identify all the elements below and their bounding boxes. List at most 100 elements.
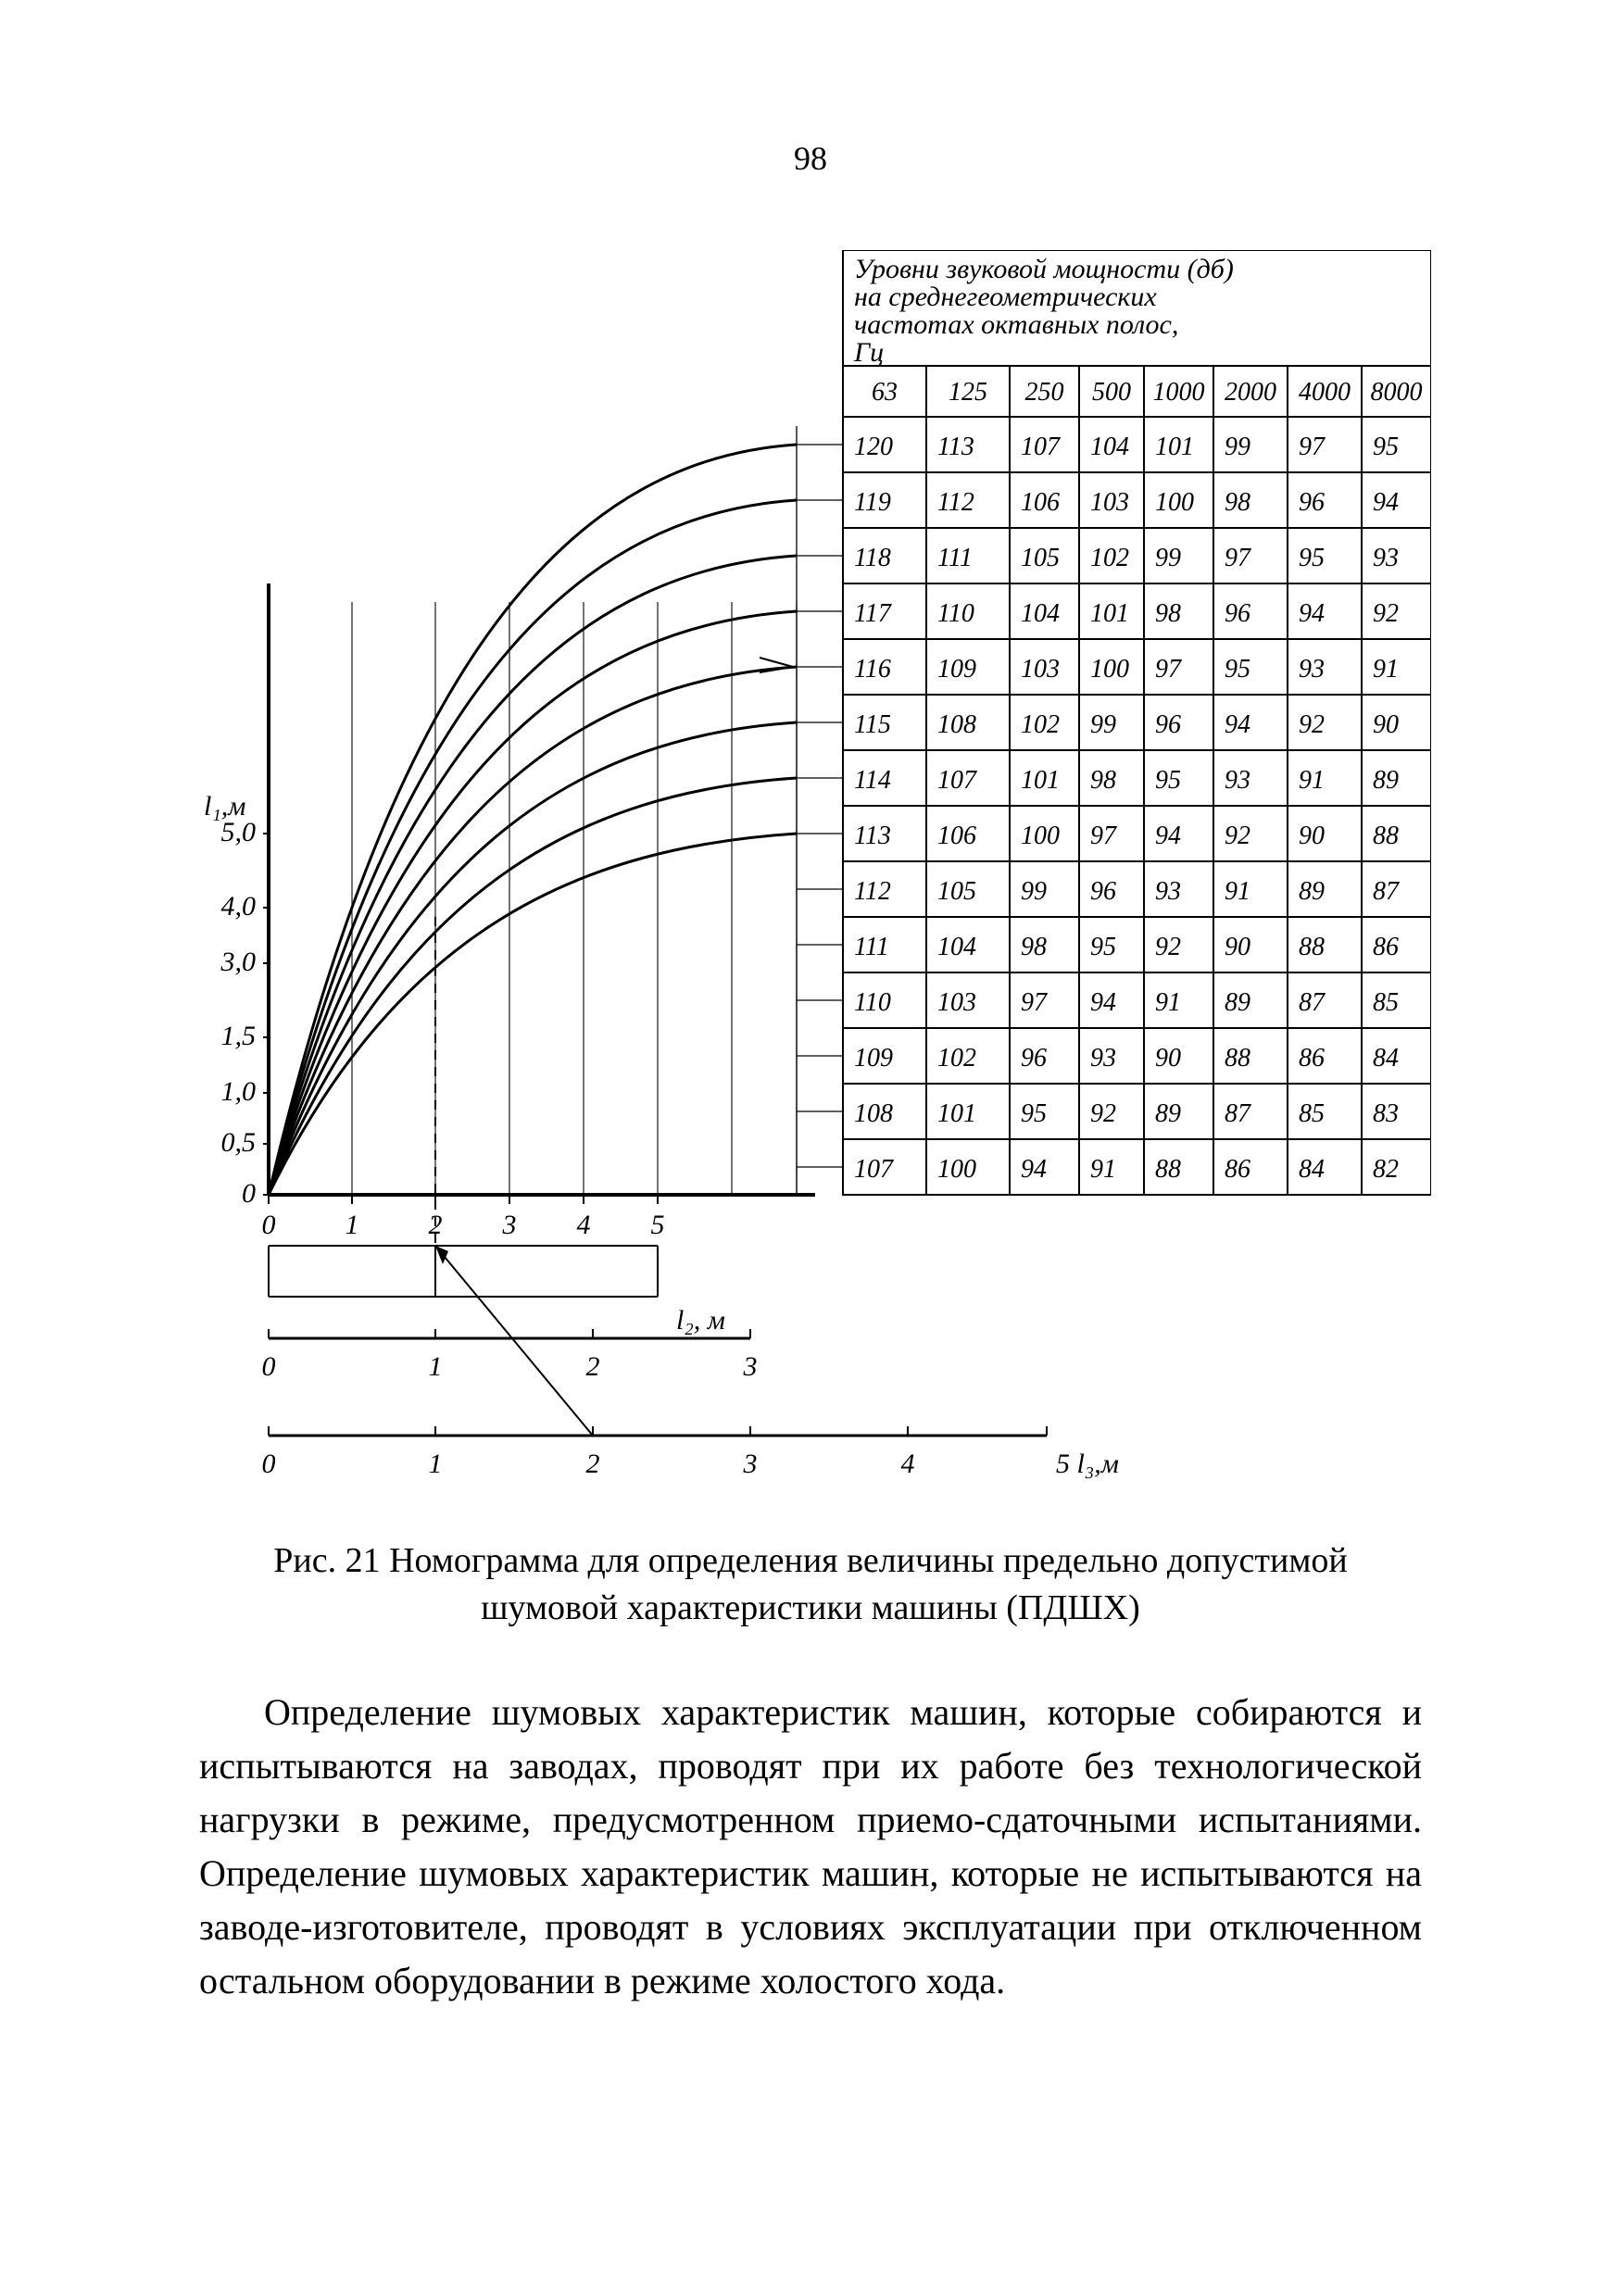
svg-text:106: 106: [1021, 488, 1060, 517]
page-number: 98: [0, 139, 1621, 178]
svg-text:95: 95: [1155, 766, 1181, 795]
svg-text:119: 119: [854, 488, 891, 517]
svg-text:101: 101: [1155, 433, 1194, 461]
svg-text:0: 0: [262, 1351, 276, 1382]
svg-text:91: 91: [1090, 1155, 1116, 1184]
svg-text:1: 1: [429, 1351, 443, 1382]
svg-text:3,0: 3,0: [220, 947, 257, 977]
svg-text:97: 97: [1299, 433, 1326, 461]
svg-text:100: 100: [1155, 488, 1194, 517]
svg-text:88: 88: [1155, 1155, 1181, 1184]
svg-text:97: 97: [1155, 655, 1182, 684]
svg-text:96: 96: [1090, 877, 1116, 906]
svg-text:1,5: 1,5: [221, 1021, 257, 1051]
svg-text:0: 0: [262, 1210, 276, 1240]
svg-text:99: 99: [1090, 710, 1116, 739]
svg-text:95: 95: [1225, 655, 1250, 684]
svg-text:104: 104: [1090, 433, 1129, 461]
svg-text:98: 98: [1021, 933, 1047, 961]
svg-text:4000: 4000: [1299, 378, 1351, 407]
figure-caption: Рис. 21 Номограмма для определения велич…: [167, 1537, 1454, 1633]
svg-text:87: 87: [1225, 1099, 1251, 1128]
svg-text:90: 90: [1373, 710, 1399, 739]
svg-text:94: 94: [1155, 822, 1181, 850]
svg-text:87: 87: [1299, 988, 1326, 1017]
svg-text:5 l₃,м: 5 l₃,м: [1056, 1449, 1119, 1479]
svg-text:86: 86: [1373, 933, 1399, 961]
svg-text:63: 63: [872, 378, 898, 407]
svg-text:Уровни звуковой мощности (дб): Уровни звуковой мощности (дб): [854, 254, 1234, 284]
svg-text:90: 90: [1155, 1044, 1181, 1073]
svg-text:89: 89: [1225, 988, 1250, 1017]
svg-text:103: 103: [1021, 655, 1060, 684]
svg-text:5: 5: [651, 1210, 665, 1240]
svg-text:Гц: Гц: [853, 337, 884, 368]
svg-text:87: 87: [1373, 877, 1400, 906]
svg-text:89: 89: [1373, 766, 1399, 795]
svg-text:100: 100: [1021, 822, 1060, 850]
svg-text:108: 108: [937, 710, 976, 739]
svg-text:0: 0: [242, 1178, 256, 1209]
svg-text:101: 101: [1021, 766, 1060, 795]
svg-text:0: 0: [262, 1449, 276, 1479]
svg-text:86: 86: [1299, 1044, 1325, 1073]
svg-text:2000: 2000: [1225, 378, 1276, 407]
svg-text:84: 84: [1373, 1044, 1399, 1073]
svg-text:2: 2: [586, 1351, 600, 1382]
svg-text:92: 92: [1155, 933, 1181, 961]
svg-text:88: 88: [1299, 933, 1325, 961]
svg-text:96: 96: [1021, 1044, 1047, 1073]
svg-text:1: 1: [429, 1449, 443, 1479]
svg-text:97: 97: [1021, 988, 1048, 1017]
svg-text:96: 96: [1299, 488, 1325, 517]
svg-text:86: 86: [1225, 1155, 1250, 1184]
svg-text:104: 104: [1021, 599, 1060, 628]
svg-text:500: 500: [1092, 378, 1131, 407]
svg-text:5,0: 5,0: [221, 817, 257, 847]
svg-text:94: 94: [1373, 488, 1399, 517]
svg-text:95: 95: [1373, 433, 1399, 461]
svg-text:117: 117: [854, 599, 892, 628]
svg-text:93: 93: [1155, 877, 1181, 906]
svg-text:4,0: 4,0: [221, 891, 257, 922]
page: 98 Уровни звуковой мощности (дб)на средн…: [0, 0, 1621, 2296]
svg-text:93: 93: [1090, 1044, 1116, 1073]
svg-text:93: 93: [1373, 544, 1399, 572]
svg-text:105: 105: [937, 877, 976, 906]
svg-text:99: 99: [1021, 877, 1047, 906]
svg-text:105: 105: [1021, 544, 1060, 572]
svg-text:118: 118: [854, 544, 891, 572]
svg-text:89: 89: [1155, 1099, 1181, 1128]
svg-text:частотах октавных полос,: частотах октавных полос,: [854, 309, 1178, 340]
svg-text:125: 125: [949, 378, 987, 407]
svg-text:102: 102: [1090, 544, 1129, 572]
svg-text:84: 84: [1299, 1155, 1325, 1184]
body-paragraph: Определение шумовых характеристик машин,…: [199, 1686, 1422, 2008]
svg-text:4: 4: [577, 1210, 591, 1240]
svg-text:107: 107: [1021, 433, 1061, 461]
svg-text:95: 95: [1021, 1099, 1047, 1128]
svg-text:100: 100: [937, 1155, 976, 1184]
svg-text:250: 250: [1025, 378, 1064, 407]
svg-text:83: 83: [1373, 1099, 1399, 1128]
svg-text:120: 120: [854, 433, 893, 461]
svg-text:114: 114: [854, 766, 891, 795]
svg-text:100: 100: [1090, 655, 1129, 684]
svg-text:101: 101: [1090, 599, 1129, 628]
svg-text:98: 98: [1225, 488, 1250, 517]
svg-text:91: 91: [1155, 988, 1181, 1017]
svg-text:113: 113: [854, 822, 891, 850]
svg-text:110: 110: [937, 599, 974, 628]
svg-text:85: 85: [1373, 988, 1399, 1017]
svg-text:96: 96: [1225, 599, 1250, 628]
svg-text:112: 112: [937, 488, 974, 517]
svg-text:98: 98: [1090, 766, 1116, 795]
svg-text:95: 95: [1299, 544, 1325, 572]
svg-text:1,0: 1,0: [221, 1076, 257, 1107]
svg-text:82: 82: [1373, 1155, 1399, 1184]
svg-text:3: 3: [743, 1351, 758, 1382]
svg-text:107: 107: [937, 766, 977, 795]
svg-text:102: 102: [1021, 710, 1060, 739]
svg-text:90: 90: [1299, 822, 1325, 850]
svg-text:4: 4: [901, 1449, 915, 1479]
